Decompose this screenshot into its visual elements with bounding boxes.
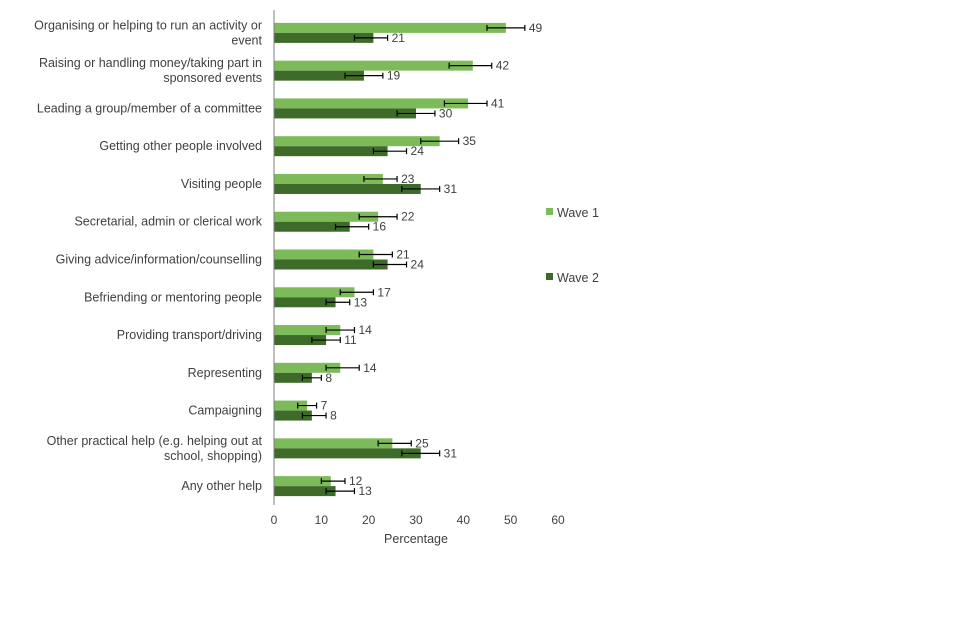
data-label-wave-1: 22 bbox=[401, 210, 415, 224]
data-label-wave-2: 8 bbox=[330, 409, 337, 423]
data-label-wave-2: 8 bbox=[325, 371, 332, 385]
data-label-wave-1: 14 bbox=[363, 361, 377, 375]
bar-wave-1 bbox=[274, 173, 383, 184]
data-label-wave-1: 21 bbox=[396, 248, 410, 262]
x-tick-label: 0 bbox=[271, 513, 278, 527]
data-label-wave-2: 19 bbox=[387, 69, 401, 83]
bar-wave-2 bbox=[274, 32, 374, 43]
x-tick-label: 50 bbox=[504, 513, 518, 527]
bar-wave-1 bbox=[274, 249, 374, 260]
category-label: Representing bbox=[188, 366, 262, 380]
x-axis-title: Percentage bbox=[384, 532, 448, 546]
legend-swatch bbox=[546, 208, 553, 215]
bar-wave-1 bbox=[274, 438, 393, 449]
bar-wave-1 bbox=[274, 287, 355, 298]
bar-wave-2 bbox=[274, 410, 312, 421]
category-label: Providing transport/driving bbox=[117, 328, 262, 342]
bar-wave-2 bbox=[274, 486, 336, 497]
legend-swatch bbox=[546, 273, 553, 280]
data-label-wave-2: 31 bbox=[444, 182, 458, 196]
data-label-wave-2: 13 bbox=[358, 484, 372, 498]
data-label-wave-1: 12 bbox=[349, 474, 363, 488]
bar-wave-1 bbox=[274, 22, 506, 33]
data-label-wave-2: 30 bbox=[439, 106, 453, 120]
bar-wave-1 bbox=[274, 325, 341, 336]
bar-wave-2 bbox=[274, 221, 350, 232]
bar-wave-1 bbox=[274, 400, 308, 411]
data-label-wave-1: 49 bbox=[529, 21, 543, 35]
category-label: Getting other people involved bbox=[99, 139, 262, 153]
category-label: Giving advice/information/counselling bbox=[56, 253, 262, 267]
bar-wave-2 bbox=[274, 70, 364, 81]
bar-wave-2 bbox=[274, 108, 416, 119]
bar-wave-1 bbox=[274, 60, 473, 71]
bar-wave-1 bbox=[274, 136, 440, 147]
category-label: Secretarial, admin or clerical work bbox=[74, 215, 262, 229]
data-label-wave-2: 31 bbox=[444, 446, 458, 460]
category-label: Raising or handling money/taking part in… bbox=[39, 56, 262, 85]
category-label: Other practical help (e.g. helping out a… bbox=[47, 434, 263, 463]
x-tick-label: 60 bbox=[551, 513, 565, 527]
bar-wave-1 bbox=[274, 98, 469, 109]
data-label-wave-1: 35 bbox=[463, 134, 477, 148]
data-label-wave-1: 7 bbox=[321, 399, 328, 413]
category-label: Any other help bbox=[181, 479, 262, 493]
bar-wave-1 bbox=[274, 211, 379, 222]
x-tick-label: 30 bbox=[409, 513, 423, 527]
data-label-wave-1: 41 bbox=[491, 96, 505, 110]
data-label-wave-1: 17 bbox=[377, 285, 391, 299]
data-label-wave-1: 23 bbox=[401, 172, 415, 186]
x-tick-label: 20 bbox=[362, 513, 376, 527]
bar-wave-2 bbox=[274, 335, 327, 346]
bar-wave-2 bbox=[274, 372, 312, 383]
category-label: Leading a group/member of a committee bbox=[37, 101, 262, 115]
bar-wave-2 bbox=[274, 183, 421, 194]
data-label-wave-1: 25 bbox=[415, 436, 429, 450]
bar-wave-2 bbox=[274, 448, 421, 459]
data-label-wave-1: 42 bbox=[496, 59, 510, 73]
legend-label: Wave 1 bbox=[557, 206, 599, 220]
data-label-wave-2: 24 bbox=[411, 144, 425, 158]
data-label-wave-2: 11 bbox=[344, 333, 357, 347]
data-label-wave-2: 13 bbox=[354, 295, 368, 309]
legend-label: Wave 2 bbox=[557, 271, 599, 285]
bar-wave-1 bbox=[274, 362, 341, 373]
data-label-wave-1: 14 bbox=[358, 323, 372, 337]
data-label-wave-2: 24 bbox=[411, 258, 425, 272]
plot-area: Organising or helping to run an activity… bbox=[34, 10, 599, 527]
category-label: Visiting people bbox=[181, 177, 262, 191]
bar-wave-2 bbox=[274, 146, 388, 157]
x-tick-label: 40 bbox=[457, 513, 471, 527]
bar-wave-1 bbox=[274, 476, 331, 487]
category-label: Befriending or mentoring people bbox=[84, 290, 262, 304]
x-tick-label: 10 bbox=[315, 513, 329, 527]
category-label: Organising or helping to run an activity… bbox=[34, 18, 262, 47]
category-label: Campaigning bbox=[188, 404, 262, 418]
data-label-wave-2: 16 bbox=[373, 220, 387, 234]
bar-wave-2 bbox=[274, 297, 336, 308]
bar-wave-2 bbox=[274, 259, 388, 270]
data-label-wave-2: 21 bbox=[392, 31, 406, 45]
